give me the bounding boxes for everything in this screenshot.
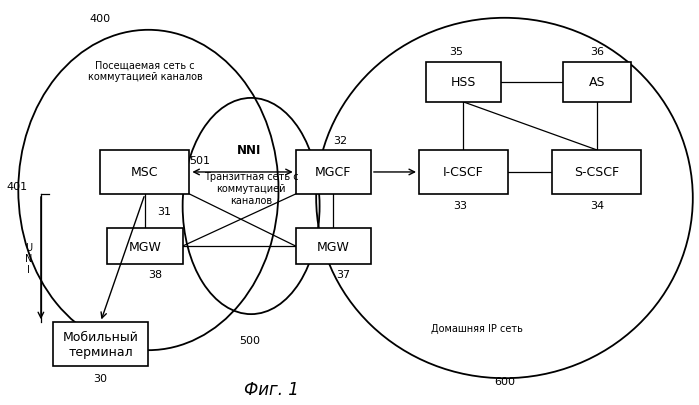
Text: 400: 400 (90, 14, 111, 24)
Text: Фиг. 1: Фиг. 1 (244, 380, 299, 398)
Text: U
N
I: U N I (25, 243, 32, 274)
Text: 32: 32 (333, 136, 347, 145)
Text: Домашняя IP сеть: Домашняя IP сеть (431, 323, 523, 333)
Bar (552, 151, 642, 194)
Text: S-CSCF: S-CSCF (575, 166, 619, 179)
Text: MSC: MSC (131, 166, 159, 179)
Bar (419, 151, 508, 194)
Text: 38: 38 (148, 269, 162, 279)
Text: 33: 33 (453, 201, 467, 211)
Text: 34: 34 (590, 201, 604, 211)
Text: 37: 37 (336, 269, 351, 279)
Text: 600: 600 (494, 377, 515, 386)
Text: Посещаемая сеть с
коммутацией каналов: Посещаемая сеть с коммутацией каналов (87, 60, 202, 81)
Bar (426, 63, 501, 102)
Bar (296, 228, 371, 264)
Bar (108, 228, 182, 264)
Text: 501: 501 (189, 156, 210, 166)
Text: HSS: HSS (451, 76, 476, 89)
Text: 30: 30 (94, 373, 108, 383)
Text: NNI: NNI (237, 144, 261, 157)
Bar (296, 151, 371, 194)
Text: 401: 401 (6, 181, 27, 192)
Text: AS: AS (589, 76, 605, 89)
Text: MGCF: MGCF (315, 166, 352, 179)
Bar (52, 322, 148, 366)
Text: MGW: MGW (317, 240, 350, 253)
Bar (563, 63, 631, 102)
Text: 36: 36 (590, 47, 604, 56)
Text: I-CSCF: I-CSCF (443, 166, 484, 179)
Text: 31: 31 (157, 207, 171, 217)
Text: Транзитная сеть с
коммутацией
каналов: Транзитная сеть с коммутацией каналов (204, 172, 298, 205)
Text: Мобильный
терминал: Мобильный терминал (62, 330, 138, 358)
Text: 35: 35 (449, 47, 463, 56)
Text: 500: 500 (239, 335, 260, 345)
Text: MGW: MGW (129, 240, 161, 253)
Bar (101, 151, 189, 194)
